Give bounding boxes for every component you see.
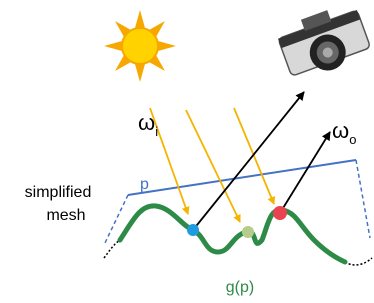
camera bbox=[275, 1, 374, 84]
mesh-edge bbox=[356, 160, 370, 238]
point bbox=[273, 206, 287, 220]
mesh-label: simplified bbox=[25, 184, 92, 201]
point bbox=[187, 224, 199, 236]
mesh-label: mesh bbox=[46, 207, 85, 224]
surface-dotted bbox=[345, 258, 372, 265]
detailed-surface bbox=[120, 206, 345, 262]
surface-dotted bbox=[104, 240, 120, 258]
diagram: simplified mesh p ωi ωo g(p) bbox=[0, 0, 374, 298]
subscript: o bbox=[349, 132, 356, 147]
point bbox=[242, 226, 254, 238]
omega: ω bbox=[332, 118, 349, 143]
omega-o-label: ωo bbox=[332, 118, 356, 147]
light-ray bbox=[234, 108, 274, 204]
omega-i-label: ωi bbox=[138, 110, 158, 139]
sun bbox=[104, 10, 176, 82]
simplified-mesh-line bbox=[128, 160, 356, 195]
view-ray bbox=[280, 132, 330, 213]
g-label: g(p) bbox=[226, 279, 254, 296]
subscript: i bbox=[155, 124, 158, 139]
omega: ω bbox=[138, 110, 155, 135]
p-label: p bbox=[140, 176, 149, 193]
